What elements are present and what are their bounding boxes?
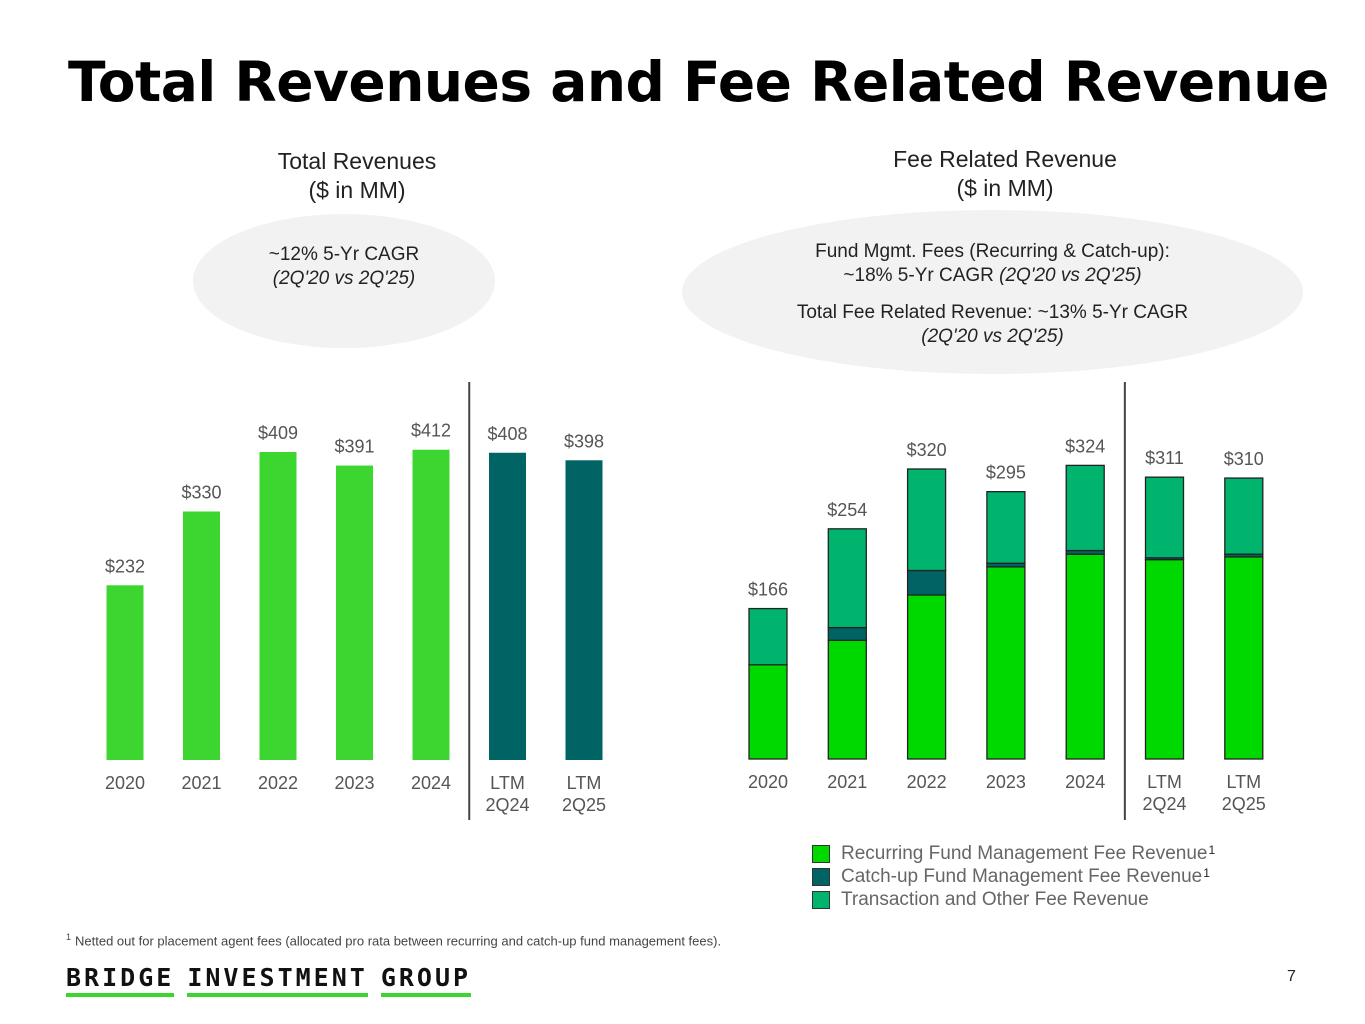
right-cagr-note2-line2: (2Q'20 vs 2Q'25)	[921, 326, 1064, 347]
fee-total-label-2: $320	[907, 440, 947, 460]
left-cagr-line2: (2Q'20 vs 2Q'25)	[272, 268, 416, 289]
legend-label-recurring: Recurring Fund Management Fee Revenue	[841, 842, 1208, 864]
legend-sup-catchup: 1	[1203, 865, 1210, 880]
left-cagr-line1: ~12% 5-Yr CAGR	[268, 244, 420, 265]
legend-label-transaction: Transaction and Other Fee Revenue	[841, 888, 1149, 910]
total-revenue-category-label-1-0: 2021	[181, 773, 221, 793]
left-chart-title: Total Revenues ($ in MM)	[207, 147, 507, 205]
total-revenue-value-label-0: $232	[105, 556, 145, 576]
fee-category-label-2-0: 2022	[907, 772, 947, 792]
fee-bar-segment-2-0	[748, 607, 788, 666]
legend-sup-recurring: 1	[1208, 842, 1216, 857]
fee-total-label-5: $311	[1145, 448, 1184, 468]
fee-bar-segment-2-1	[827, 528, 867, 629]
fee-bar-segment-0-2	[906, 594, 947, 760]
left-chart-units: ($ in MM)	[308, 177, 406, 203]
fee-category-label-1-0: 2021	[827, 772, 867, 792]
right-cagr-note1-line2a: ~18% 5-Yr CAGR	[843, 265, 1000, 286]
logo-word-2: INVESTMENT	[187, 964, 368, 997]
fee-bar-segment-0-1	[827, 639, 867, 760]
legend-item-transaction: Transaction and Other Fee Revenue	[812, 888, 1215, 911]
legend-swatch-catchup	[812, 867, 830, 886]
fee-category-label-5-0: LTM	[1147, 772, 1182, 792]
left-cagr-text: ~12% 5-Yr CAGR (2Q'20 vs 2Q'25)	[193, 243, 495, 291]
fee-bar-segment-0-6	[1224, 556, 1264, 760]
fee-category-label-5-1: 2Q24	[1142, 794, 1186, 814]
page-title: Total Revenues and Fee Related Revenue	[68, 50, 1329, 114]
fee-category-label-6-1: 2Q25	[1222, 794, 1266, 814]
legend-swatch-transaction	[812, 890, 830, 909]
fee-bar-segment-0-3	[986, 566, 1026, 760]
fee-bar-segment-2-4	[1065, 464, 1105, 552]
legend-label-catchup: Catch-up Fund Management Fee Revenue	[841, 865, 1203, 887]
fee-bar-segment-2-5	[1144, 476, 1185, 559]
total-revenue-category-label-4-0: 2024	[411, 773, 451, 793]
fee-total-label-0: $166	[748, 580, 788, 600]
total-revenue-bar-4	[412, 449, 450, 760]
right-cagr-note1: Fund Mgmt. Fees (Recurring & Catch-up): …	[682, 240, 1303, 288]
total-revenue-value-label-3: $391	[334, 437, 374, 457]
fee-category-label-4-0: 2024	[1065, 772, 1105, 792]
fee-bar-segment-2-6	[1224, 477, 1264, 555]
logo-word-3: GROUP	[380, 964, 472, 997]
fee-chart-legend: Recurring Fund Management Fee Revenue 1 C…	[812, 842, 1215, 911]
footnote-text: Netted out for placement agent fees (all…	[75, 933, 722, 949]
left-chart-title-main: Total Revenues	[277, 148, 437, 174]
left-cagr-bubble	[193, 214, 495, 348]
right-chart-units: ($ in MM)	[956, 175, 1054, 201]
fee-bar-segment-0-0	[748, 664, 788, 760]
right-cagr-note1-line2b: (2Q'20 vs 2Q'25)	[999, 265, 1142, 286]
total-revenue-bar-0	[106, 585, 144, 760]
total-revenue-category-label-6-0: LTM	[567, 773, 602, 793]
fee-total-label-6: $310	[1224, 449, 1264, 469]
legend-item-catchup: Catch-up Fund Management Fee Revenue 1	[812, 865, 1215, 888]
total-revenue-value-label-6: $398	[564, 431, 604, 451]
fee-total-label-4: $324	[1065, 436, 1105, 456]
fee-bar-segment-2-3	[986, 491, 1026, 564]
right-cagr-bubble	[682, 210, 1303, 374]
company-logo: BRIDGE INVESTMENT GROUP	[66, 964, 472, 997]
total-revenue-value-label-4: $412	[411, 421, 451, 441]
total-revenue-category-label-6-1: 2Q25	[562, 795, 606, 815]
total-revenue-bar-5	[489, 452, 526, 760]
fee-total-label-1: $254	[827, 500, 867, 520]
total-revenue-bar-1	[183, 511, 220, 760]
fee-category-label-3-0: 2023	[986, 772, 1026, 792]
right-chart-title-main: Fee Related Revenue	[893, 146, 1117, 172]
total-revenue-value-label-1: $330	[181, 482, 221, 502]
total-revenue-category-label-3-0: 2023	[334, 773, 374, 793]
footnote: 1 Netted out for placement agent fees (al…	[66, 932, 721, 948]
total-revenue-value-label-2: $409	[258, 423, 298, 443]
logo-word-1: BRIDGE	[66, 964, 175, 997]
total-revenue-category-label-2-0: 2022	[258, 773, 298, 793]
fee-category-label-0-0: 2020	[748, 772, 788, 792]
fee-bar-segment-1-2	[906, 569, 947, 596]
fee-bar-segment-1-1	[827, 626, 867, 641]
total-revenue-category-label-0-0: 2020	[105, 773, 145, 793]
fee-bar-segment-0-4	[1065, 553, 1105, 760]
total-revenue-bar-2	[259, 452, 297, 760]
fee-bar-segment-2-2	[906, 468, 947, 572]
legend-swatch-recurring	[812, 844, 830, 863]
page-number: 7	[1287, 968, 1296, 985]
right-cagr-note2: Total Fee Related Revenue: ~13% 5-Yr CAG…	[682, 301, 1303, 349]
total-revenue-value-label-5: $408	[487, 424, 527, 444]
total-revenue-bar-3	[336, 465, 373, 760]
total-revenue-category-label-5-0: LTM	[490, 773, 525, 793]
fee-total-label-3: $295	[986, 463, 1026, 483]
total-revenue-bar-6	[565, 460, 603, 760]
right-chart-title: Fee Related Revenue ($ in MM)	[855, 145, 1155, 203]
total-revenue-category-label-5-1: 2Q24	[485, 795, 529, 815]
footnote-sup: 1	[66, 932, 72, 942]
right-cagr-note2-line1: Total Fee Related Revenue: ~13% 5-Yr CAG…	[796, 302, 1189, 323]
legend-item-recurring: Recurring Fund Management Fee Revenue 1	[812, 842, 1215, 865]
right-cagr-note1-line1: Fund Mgmt. Fees (Recurring & Catch-up):	[815, 241, 1170, 262]
fee-category-label-6-0: LTM	[1226, 772, 1261, 792]
fee-bar-segment-0-5	[1144, 558, 1185, 760]
